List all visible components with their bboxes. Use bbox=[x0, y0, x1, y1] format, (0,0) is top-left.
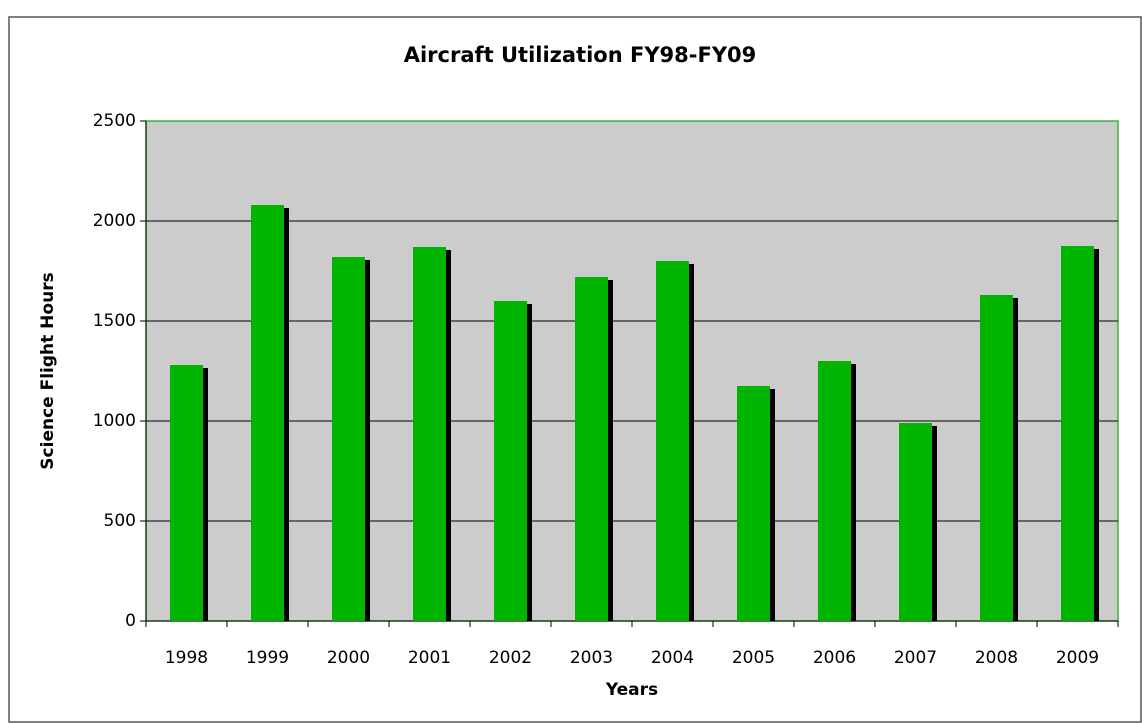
bar bbox=[1061, 246, 1094, 621]
y-tick-label: 1500 bbox=[93, 311, 136, 331]
y-tick-label: 2000 bbox=[93, 211, 136, 231]
chart-title: Aircraft Utilization FY98-FY09 bbox=[404, 43, 757, 67]
bar bbox=[575, 277, 608, 621]
x-axis-title: Years bbox=[605, 680, 658, 700]
x-tick-label: 2007 bbox=[894, 648, 937, 668]
x-tick-label: 2008 bbox=[975, 648, 1018, 668]
x-tick-label: 2000 bbox=[327, 648, 370, 668]
x-tick-label: 1999 bbox=[246, 648, 289, 668]
bar bbox=[332, 257, 365, 621]
x-tick-label: 2001 bbox=[408, 648, 451, 668]
bar bbox=[818, 361, 851, 621]
bar bbox=[251, 205, 284, 621]
y-axis-title: Science Flight Hours bbox=[38, 272, 58, 469]
bar bbox=[170, 365, 203, 621]
bar bbox=[737, 386, 770, 621]
bar bbox=[494, 301, 527, 621]
x-tick-label: 2003 bbox=[570, 648, 613, 668]
x-tick-label: 2006 bbox=[813, 648, 856, 668]
x-tick-label: 1998 bbox=[165, 648, 208, 668]
bar bbox=[656, 261, 689, 621]
plot-area bbox=[145, 120, 1119, 622]
y-tick-label: 500 bbox=[104, 511, 136, 531]
x-tick-label: 2002 bbox=[489, 648, 532, 668]
x-tick-label: 2004 bbox=[651, 648, 694, 668]
y-tick-label: 2500 bbox=[93, 111, 136, 131]
y-tick-label: 0 bbox=[125, 611, 136, 631]
y-tick-label: 1000 bbox=[93, 411, 136, 431]
x-tick-label: 2005 bbox=[732, 648, 775, 668]
bar bbox=[413, 247, 446, 621]
x-tick-label: 2009 bbox=[1056, 648, 1099, 668]
bar bbox=[899, 423, 932, 621]
bar bbox=[980, 295, 1013, 621]
